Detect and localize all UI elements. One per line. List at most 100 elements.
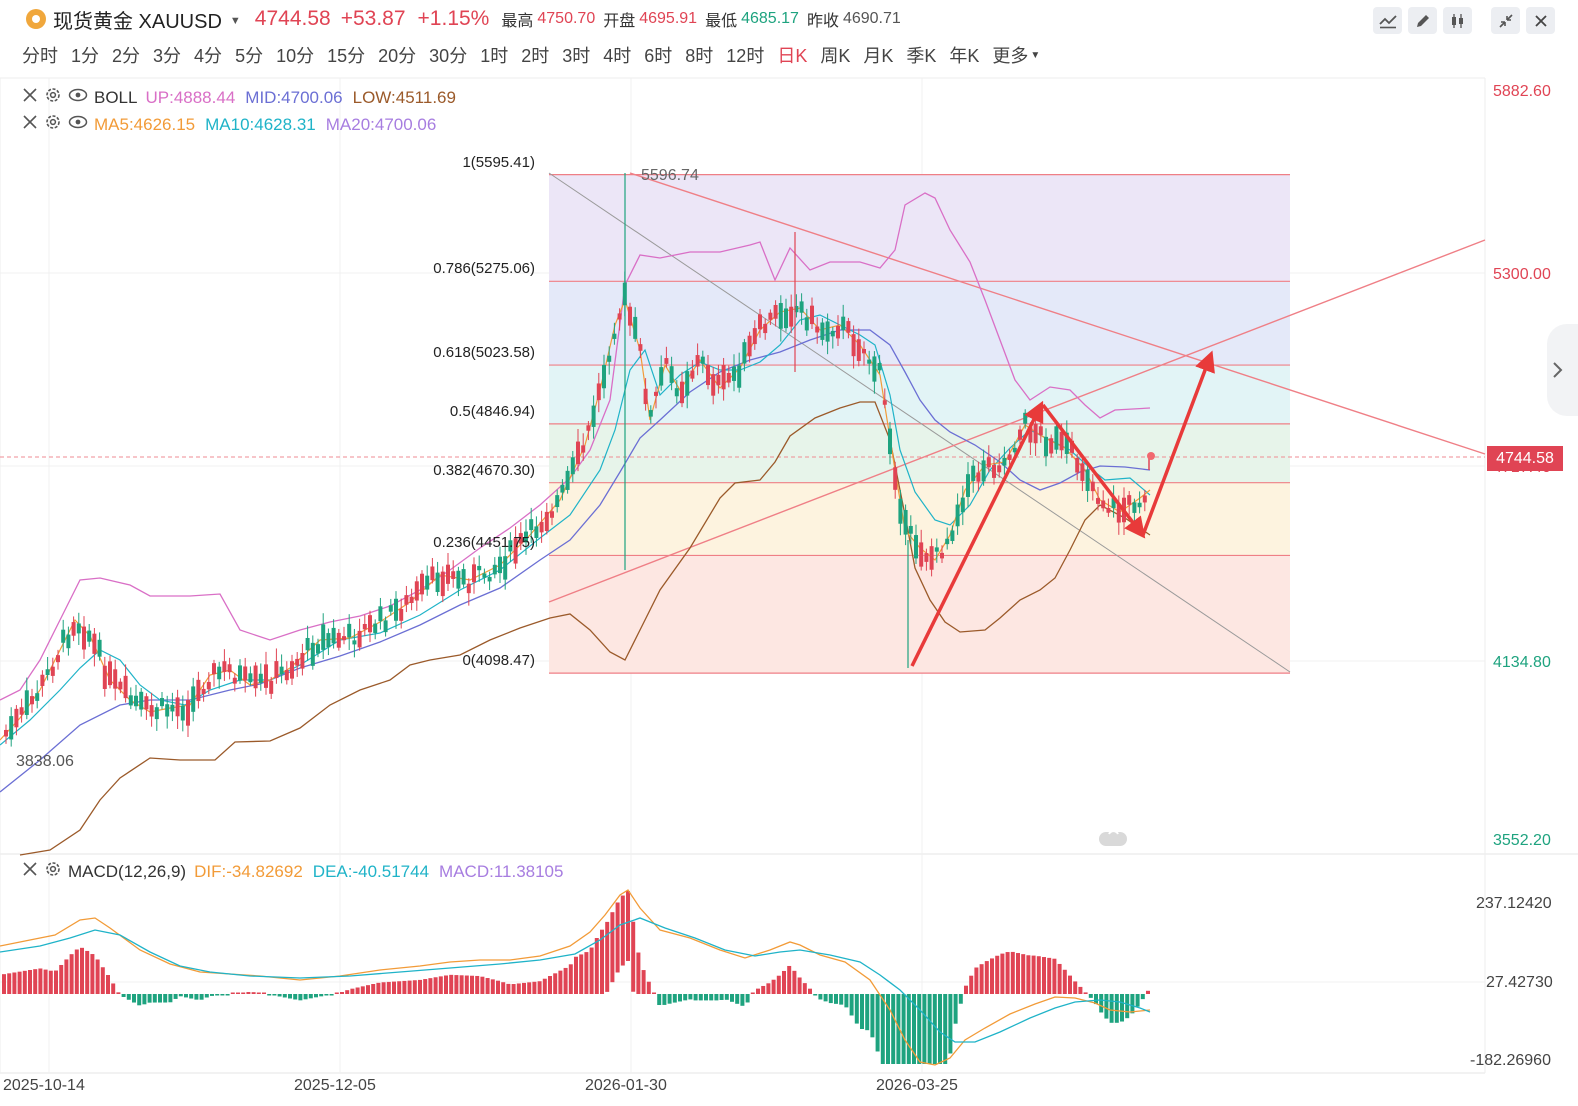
- period-tab[interactable]: 日K: [777, 46, 808, 66]
- chevron-down-icon[interactable]: ▼: [229, 14, 241, 27]
- gear-icon[interactable]: [44, 86, 62, 109]
- macd-histogram-bar: [173, 994, 178, 999]
- candle-body: [1054, 426, 1059, 450]
- macd-histogram-bar: [407, 980, 412, 994]
- candle-body: [643, 388, 648, 405]
- macd-histogram-bar: [459, 975, 464, 994]
- support-trendline: [548, 239, 1486, 603]
- macd-histogram-bar: [953, 994, 958, 1024]
- candle-body: [851, 334, 856, 357]
- macd-histogram-bar: [610, 912, 615, 983]
- period-tab[interactable]: 30分: [429, 46, 468, 66]
- stat-label: 开盘: [603, 13, 636, 30]
- candle-body: [222, 661, 227, 672]
- fib-diagonal: [548, 172, 1291, 673]
- price-axis-label: 4134.80: [1493, 654, 1551, 671]
- period-tab[interactable]: 季K: [906, 46, 937, 66]
- macd-histogram-bar: [194, 994, 199, 1000]
- candle-body: [830, 330, 835, 337]
- close-icon[interactable]: [22, 114, 38, 135]
- candle-body: [45, 669, 50, 676]
- period-tab[interactable]: 1时: [480, 46, 509, 66]
- close-icon[interactable]: [22, 87, 38, 108]
- macd-histogram-bar: [579, 954, 584, 994]
- macd-histogram-bar: [683, 994, 688, 1001]
- macd-histogram-bar: [308, 994, 313, 999]
- eye-icon[interactable]: [68, 114, 88, 135]
- macd-histogram-bar: [340, 992, 344, 994]
- candle-body: [144, 696, 149, 710]
- gear-icon[interactable]: [44, 113, 62, 136]
- close-icon[interactable]: [1526, 7, 1555, 34]
- candle-style-icon[interactable]: [1443, 7, 1472, 34]
- macd-histogram-bar: [984, 961, 989, 994]
- candle-body: [430, 566, 435, 581]
- macd-histogram-bar: [719, 994, 724, 1000]
- macd-histogram-bar: [620, 895, 625, 966]
- pen-tool-icon[interactable]: [1408, 7, 1437, 34]
- candle-body: [659, 367, 664, 386]
- candle-body: [1127, 495, 1132, 505]
- period-tab[interactable]: 3分: [153, 46, 182, 66]
- boll-mid-value: MID:4700.06: [245, 87, 343, 107]
- period-tab[interactable]: 1分: [71, 46, 100, 66]
- period-tab[interactable]: 12时: [726, 46, 765, 66]
- close-icon[interactable]: [22, 861, 38, 882]
- period-tab[interactable]: 10分: [276, 46, 315, 66]
- macd-histogram-bar: [511, 984, 516, 994]
- low-annotation: 3838.06: [16, 753, 74, 770]
- macd-histogram-bar: [990, 958, 994, 994]
- fib-level-label: 0.786(5275.06): [433, 260, 535, 278]
- period-tab[interactable]: 2分: [112, 46, 141, 66]
- collapse-icon[interactable]: [1491, 7, 1520, 34]
- candle-body: [269, 680, 274, 694]
- candle-body: [789, 306, 794, 327]
- period-tab[interactable]: 3时: [562, 46, 591, 66]
- candle-body: [399, 608, 404, 621]
- candle-body: [544, 511, 549, 531]
- macd-histogram-bar: [80, 947, 84, 994]
- candle-body: [492, 564, 497, 575]
- macd-histogram-bar: [802, 983, 807, 994]
- macd-histogram-bar: [251, 992, 256, 994]
- candle-body: [284, 670, 289, 681]
- period-tab[interactable]: 分时: [22, 46, 58, 66]
- chevron-down-icon[interactable]: ▼: [1030, 49, 1041, 61]
- period-tab[interactable]: 4分: [194, 46, 223, 66]
- line-tool-icon[interactable]: [1373, 7, 1402, 34]
- date-axis-label: 2025-12-05: [294, 1077, 376, 1094]
- period-tab[interactable]: 更多: [992, 46, 1029, 66]
- macd-histogram-bar: [168, 994, 173, 1003]
- period-tab[interactable]: 5分: [235, 46, 264, 66]
- period-tab[interactable]: 20分: [378, 46, 417, 66]
- eye-icon[interactable]: [68, 87, 88, 108]
- period-tab[interactable]: 15分: [327, 46, 366, 66]
- candle-body: [992, 465, 996, 478]
- macd-histogram-bar: [761, 985, 766, 994]
- macd-histogram-bar: [1000, 953, 1005, 994]
- candle-body: [373, 623, 378, 633]
- macd-histogram-bar: [277, 994, 282, 997]
- candle-body: [316, 644, 320, 654]
- period-tab[interactable]: 2时: [521, 46, 550, 66]
- candle-body: [248, 673, 253, 683]
- macd-histogram-bar: [880, 994, 885, 1064]
- expand-panel-button[interactable]: [1547, 324, 1578, 416]
- period-tab[interactable]: 4时: [603, 46, 632, 66]
- period-tab[interactable]: 年K: [949, 46, 980, 66]
- macd-histogram-bar: [797, 977, 802, 994]
- period-tab[interactable]: 8时: [685, 46, 714, 66]
- period-tab[interactable]: 6时: [644, 46, 673, 66]
- period-tab[interactable]: 月K: [863, 46, 894, 66]
- watermark-logo-icon: [1099, 830, 1127, 846]
- candle-body: [347, 623, 352, 638]
- macd-histogram-bar: [740, 994, 745, 1006]
- candle-body: [919, 542, 924, 567]
- gear-icon[interactable]: [44, 860, 62, 883]
- macd-histogram-bar: [1062, 969, 1067, 994]
- macd-histogram-bar: [22, 970, 27, 994]
- symbol-name[interactable]: 现货黄金 XAUUSD: [53, 10, 222, 33]
- period-tab[interactable]: 周K: [820, 46, 851, 66]
- candle-body: [451, 571, 456, 579]
- macd-histogram-bar: [334, 992, 339, 994]
